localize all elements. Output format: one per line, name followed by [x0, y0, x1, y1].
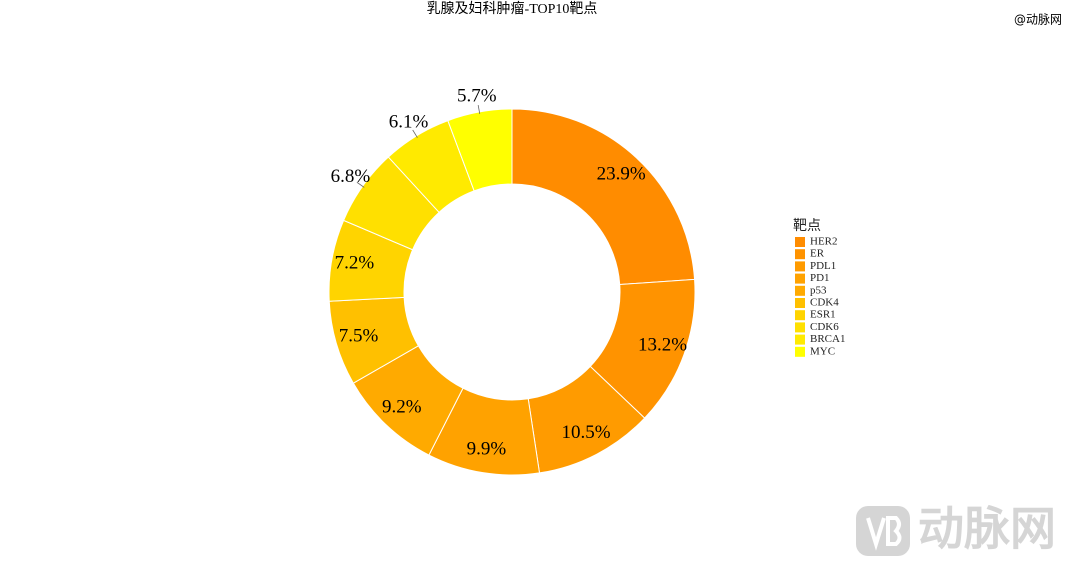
legend-label: HER2 — [810, 236, 838, 248]
legend-swatch — [795, 273, 805, 284]
data-label: 7.5% — [339, 325, 379, 346]
leader-line — [356, 181, 365, 188]
chart-title: 乳腺及妇科肿瘤-TOP10靶点 — [427, 0, 598, 17]
data-label: 13.2% — [638, 335, 687, 356]
legend-label: BRCA1 — [810, 333, 845, 345]
legend-swatch — [795, 310, 805, 321]
data-label: 10.5% — [561, 422, 610, 443]
watermark: @动脉网 — [1014, 12, 1062, 27]
legend-label: CDK6 — [810, 321, 839, 333]
data-label: 7.2% — [335, 252, 375, 273]
legend-swatch — [795, 346, 805, 357]
logo-icon — [856, 506, 910, 556]
legend-label: PD1 — [810, 272, 830, 284]
leader-line — [412, 129, 418, 138]
legend-label: ESR1 — [810, 309, 836, 321]
data-label: 9.2% — [382, 396, 422, 417]
logo: 动脉网 — [856, 502, 1056, 556]
legend-swatch — [795, 249, 805, 260]
donut-slice — [447, 108, 513, 192]
data-label: 23.9% — [597, 163, 646, 184]
legend-label: ER — [810, 248, 825, 260]
data-label: 6.8% — [331, 166, 371, 187]
logo-text: 动脉网 — [918, 502, 1056, 556]
data-label: 9.9% — [467, 438, 507, 459]
data-label: 6.1% — [389, 112, 429, 133]
legend-swatch — [795, 334, 805, 345]
legend-swatch — [795, 285, 805, 296]
legend-swatch — [795, 237, 805, 247]
logo-glyph — [866, 516, 902, 551]
legend-label: MYC — [810, 345, 835, 357]
legend-swatch — [795, 261, 805, 272]
data-label: 5.7% — [457, 86, 497, 107]
legend-swatch — [795, 298, 805, 308]
legend-label: p53 — [810, 284, 827, 296]
leader-line — [477, 104, 481, 114]
legend-title: 靶点 — [793, 218, 821, 234]
legend-swatch — [795, 322, 805, 333]
legend-label: CDK4 — [810, 297, 839, 309]
donut-slice — [511, 108, 696, 286]
legend-label: PDL1 — [810, 260, 836, 272]
